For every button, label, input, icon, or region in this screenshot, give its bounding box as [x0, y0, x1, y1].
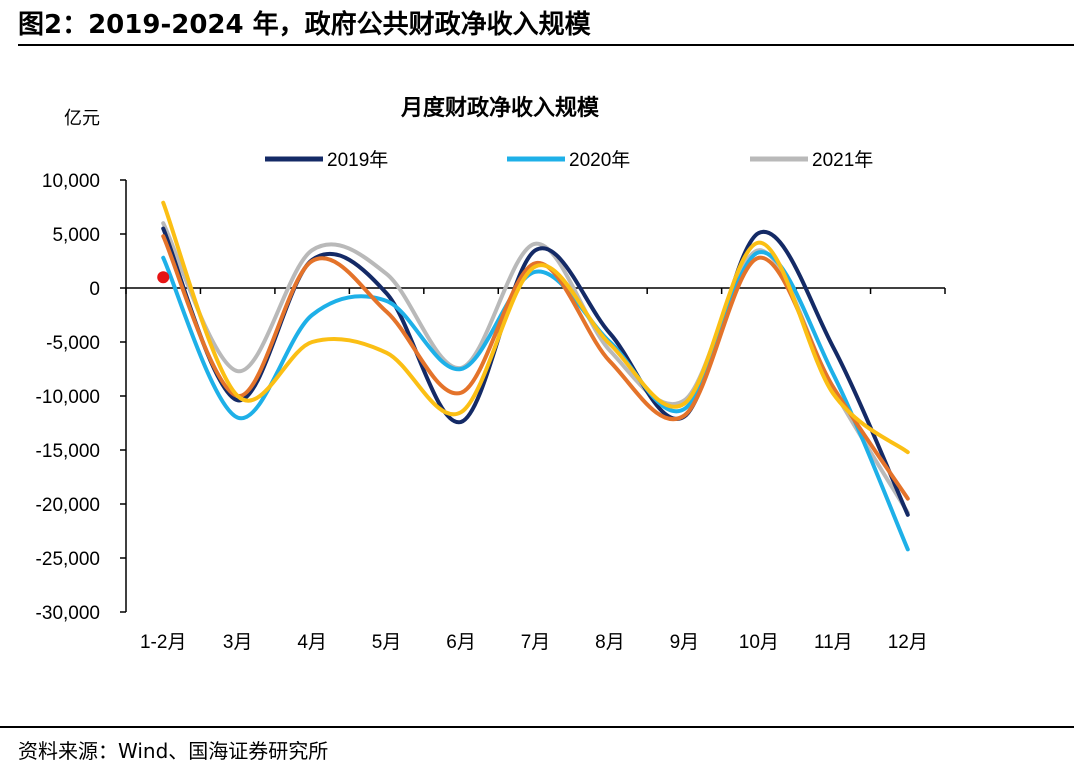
x-tick-label: 7月	[521, 632, 551, 653]
y-tick-label: -30,000	[36, 603, 100, 624]
top-rule	[18, 44, 1074, 46]
legend-label: 2019年	[327, 149, 388, 171]
legend-label: 2020年	[569, 149, 630, 171]
data-point-marker	[157, 271, 170, 284]
series-lines	[161, 200, 910, 552]
figure-label: 图2：	[18, 10, 89, 40]
x-tick-label: 5月	[372, 632, 402, 653]
chart-title: 月度财政净收入规模	[400, 95, 600, 120]
series-line-2020	[161, 250, 910, 552]
line-chart: 月度财政净收入规模 亿元 2019年 2020年 2021年 10,000 5,000…	[36, 95, 946, 653]
y-tick-label: 0	[89, 279, 100, 300]
y-tick-label: 5,000	[52, 225, 100, 246]
y-tick-label: -5,000	[46, 333, 100, 354]
figure-title: 图2：2019-2024 年，政府公共财政净收入规模	[18, 4, 591, 41]
x-tick-label: 8月	[595, 632, 625, 653]
x-tick-label: 11月	[814, 632, 853, 653]
y-axis-unit: 亿元	[64, 108, 100, 128]
y-tick-label: -10,000	[36, 387, 100, 408]
y-tick-label: 10,000	[42, 171, 100, 192]
y-tick-label: -20,000	[36, 495, 100, 516]
x-tick-label: 6月	[446, 632, 476, 653]
series-line-unlabeled	[161, 234, 910, 501]
x-tick-label: 9月	[670, 632, 700, 653]
x-tick-label: 3月	[223, 632, 253, 653]
y-tick-label: -25,000	[36, 549, 100, 570]
x-tick-label: 4月	[297, 632, 327, 653]
figure-title-text: 2019-2024 年，政府公共财政净收入规模	[88, 10, 591, 40]
x-tick-label: 1-2月	[140, 632, 186, 653]
x-tick-label: 12月	[888, 632, 928, 653]
series-line-unlabeled	[161, 200, 910, 455]
legend: 2019年 2020年 2021年	[265, 149, 873, 171]
y-tick-label: -15,000	[36, 441, 100, 462]
point-markers	[157, 271, 170, 284]
legend-label: 2021年	[812, 149, 873, 171]
source-note: 资料来源：Wind、国海证券研究所	[18, 739, 329, 763]
x-tick-label: 10月	[739, 632, 779, 653]
axes: 10,000 5,000 0 -5,000 -10,000 -15,000 -20,000 -…	[36, 171, 946, 653]
bottom-rule	[0, 726, 1074, 728]
